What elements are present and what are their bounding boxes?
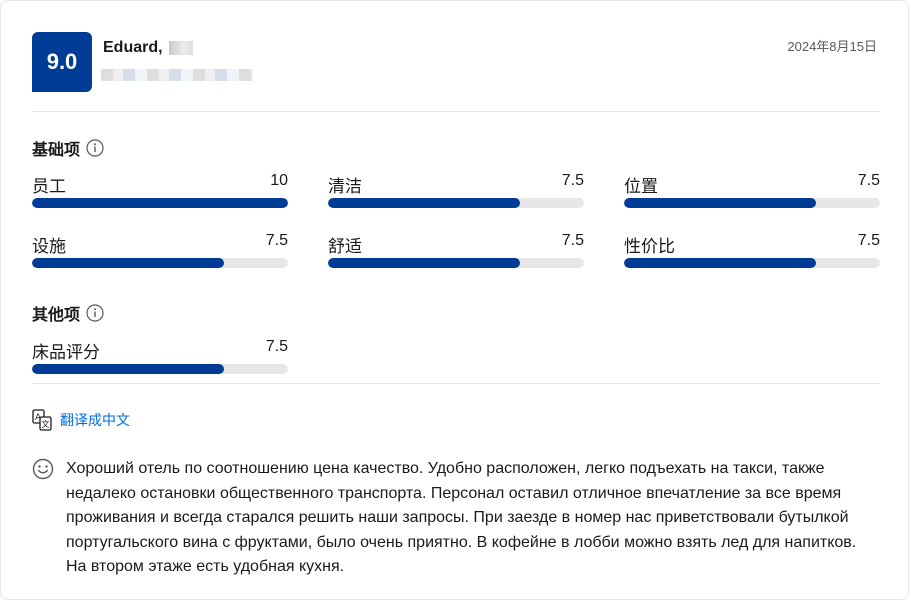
- svg-text:A: A: [35, 413, 42, 423]
- score-bar-fill: [32, 198, 288, 208]
- base-section-label: 基础项: [32, 142, 81, 159]
- score-value: 7.5: [857, 232, 880, 249]
- score-value: 10: [270, 172, 288, 189]
- score-bar-fill: [328, 198, 520, 208]
- smiley-icon: [32, 458, 54, 480]
- base-section-title: 基础项: [32, 136, 104, 160]
- score-bar-fill: [624, 198, 816, 208]
- score-value: 7.5: [561, 232, 584, 249]
- reviewer-name: Eduard,: [103, 39, 163, 56]
- translate-button[interactable]: A 文 翻译成中文: [32, 409, 130, 431]
- score-badge: 9.0: [32, 32, 92, 92]
- translate-label[interactable]: 翻译成中文: [60, 412, 130, 428]
- divider: [32, 111, 880, 112]
- translate-icon: A 文: [32, 409, 52, 431]
- score-value: 7.5: [857, 172, 880, 189]
- score-bar: [328, 258, 584, 268]
- score-bar: [32, 258, 288, 268]
- other-section-title: 其他项: [32, 301, 104, 325]
- score-label: 位置: [624, 177, 658, 196]
- score-bar-fill: [32, 364, 224, 374]
- score-label: 设施: [32, 237, 66, 256]
- score-value: 7.5: [265, 232, 288, 249]
- score-bar: [32, 364, 288, 374]
- score-value: 7.5: [561, 172, 584, 189]
- other-section-label: 其他项: [32, 307, 81, 324]
- blurred-reviewer-details: [101, 69, 253, 81]
- score-label: 性价比: [624, 237, 675, 256]
- score-bar-fill: [624, 258, 816, 268]
- review-date: 2024年8月15日: [787, 39, 877, 54]
- score-bar: [32, 198, 288, 208]
- info-icon[interactable]: [86, 139, 104, 157]
- score-bar: [624, 258, 880, 268]
- score-bar: [328, 198, 584, 208]
- score-label: 床品评分: [32, 343, 100, 362]
- review-body: Хороший отель по соотношению цена качест…: [32, 457, 880, 580]
- score-bar: [624, 198, 880, 208]
- score-value: 7.5: [265, 338, 288, 355]
- score-label: 舒适: [328, 237, 362, 256]
- score-bar-fill: [328, 258, 520, 268]
- review-text: Хороший отель по соотношению цена качест…: [66, 460, 857, 575]
- score-label: 员工: [32, 177, 66, 196]
- blurred-country-flag: [169, 41, 193, 55]
- score-bar-fill: [32, 258, 224, 268]
- score-label: 清洁: [328, 177, 362, 196]
- svg-text:文: 文: [42, 419, 50, 429]
- info-icon[interactable]: [86, 304, 104, 322]
- divider: [32, 383, 880, 384]
